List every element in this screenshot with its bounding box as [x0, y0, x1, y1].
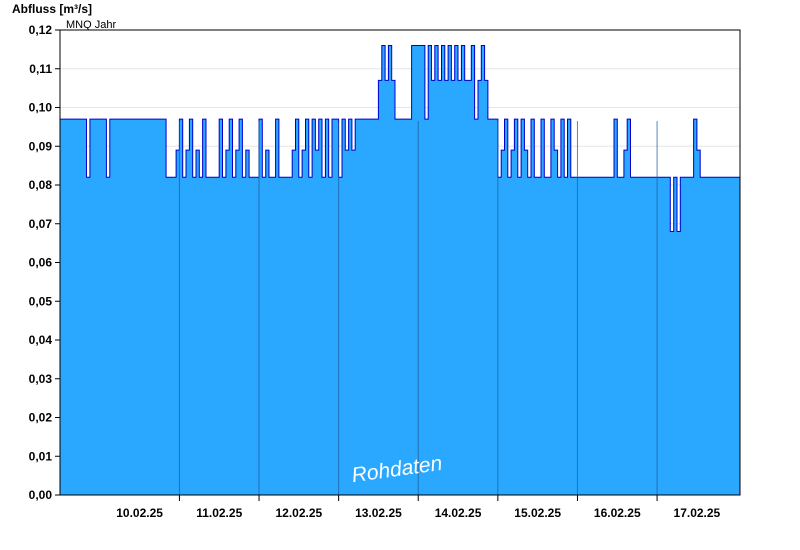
y-tick-label-8: 0,08 — [29, 178, 53, 192]
y-axis-ticks: 0,00 0,01 0,02 0,03 0,04 0,05 0,06 0,07 0,08 0,09… — [29, 23, 60, 502]
data-area-layer — [60, 45, 740, 495]
y-tick-label-1: 0,01 — [29, 449, 53, 463]
y-tick-label-10: 0,10 — [29, 101, 53, 115]
series-line — [60, 45, 740, 232]
y-tick-label-9: 0,09 — [29, 139, 53, 153]
y-tick-label-7: 0,07 — [29, 217, 53, 231]
x-tick-label-2: 12.02.25 — [275, 506, 322, 520]
x-tick-label-6: 16.02.25 — [594, 506, 641, 520]
y-tick-label-6: 0,06 — [29, 256, 53, 270]
x-tick-label-1: 11.02.25 — [196, 506, 242, 520]
x-tick-label-7: 17.02.25 — [674, 506, 721, 520]
series-area — [60, 45, 740, 495]
x-tick-label-3: 13.02.25 — [355, 506, 402, 520]
x-tick-label-5: 15.02.25 — [514, 506, 561, 520]
y-axis-label: Abfluss [m³/s] — [12, 2, 92, 16]
x-tick-label-4: 14.02.25 — [435, 506, 482, 520]
y-tick-label-12: 0,12 — [29, 23, 53, 37]
y-tick-label-0: 0,00 — [29, 488, 53, 502]
y-tick-label-2: 0,02 — [29, 411, 53, 425]
y-tick-label-3: 0,03 — [29, 372, 53, 386]
x-tick-label-0: 10.02.25 — [116, 506, 163, 520]
reference-line-label: MNQ Jahr — [66, 19, 116, 31]
day-boundary-lines — [178, 121, 658, 495]
y-tick-label-4: 0,04 — [29, 333, 53, 347]
x-axis-ticks: 10.02.25 11.02.25 12.02.25 13.02.25 14.02.25… — [116, 495, 721, 520]
y-tick-label-5: 0,05 — [29, 294, 53, 308]
y-tick-label-11: 0,11 — [29, 62, 52, 76]
